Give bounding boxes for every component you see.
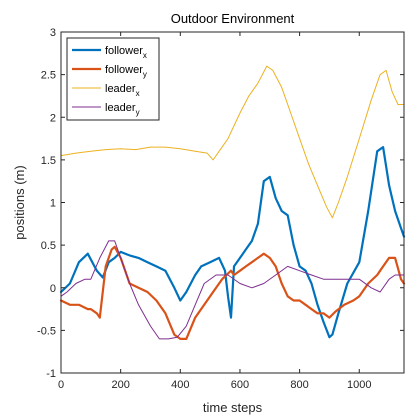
legend-label-leader-y: leadery xyxy=(105,102,140,117)
series-line-leader-x xyxy=(60,65,405,219)
legend-subscript: y xyxy=(136,108,140,117)
series-line-leader-y xyxy=(60,240,405,340)
y-tick-label: 1 xyxy=(50,198,56,210)
x-tick-label: 600 xyxy=(231,379,249,391)
y-tick-label: -1 xyxy=(46,368,56,380)
legend-subscript: y xyxy=(143,70,147,79)
legend-label-leader-x: leaderx xyxy=(105,83,140,98)
y-tick-label: 2.5 xyxy=(41,70,56,82)
y-tick-label: 2 xyxy=(50,112,56,124)
y-tick-label: 1.5 xyxy=(41,155,56,167)
legend-label-follower-x: followerx xyxy=(105,45,147,60)
y-tick-label: 0.5 xyxy=(41,240,56,252)
series-line-follower-y xyxy=(59,245,406,340)
y-tick-label: 3 xyxy=(50,27,56,39)
series-layer xyxy=(59,65,406,340)
chart-title: Outdoor Environment xyxy=(171,11,295,26)
y-tick-label: 0 xyxy=(50,283,56,295)
y-axis-title: positions (m) xyxy=(12,165,27,239)
x-tick-label: 200 xyxy=(111,379,129,391)
x-tick-label: 0 xyxy=(58,379,64,391)
y-tick-label: -0.5 xyxy=(37,325,56,337)
legend: followerx followery leaderx leadery xyxy=(66,37,160,121)
tick-layer: 0 200 400 600 800 1000 -1 -0.5 0 0.5 1 1.5 2 2.5 3 xyxy=(37,27,404,391)
x-axis-title: time steps xyxy=(203,400,263,415)
legend-box xyxy=(66,37,160,121)
x-tick-label: 1000 xyxy=(347,379,371,391)
legend-subscript: x xyxy=(136,89,140,98)
x-tick-label: 800 xyxy=(290,379,308,391)
legend-label-follower-y: followery xyxy=(105,64,147,79)
legend-subscript: x xyxy=(143,51,147,60)
series-line-follower-x xyxy=(59,146,406,339)
x-tick-label: 400 xyxy=(171,379,189,391)
